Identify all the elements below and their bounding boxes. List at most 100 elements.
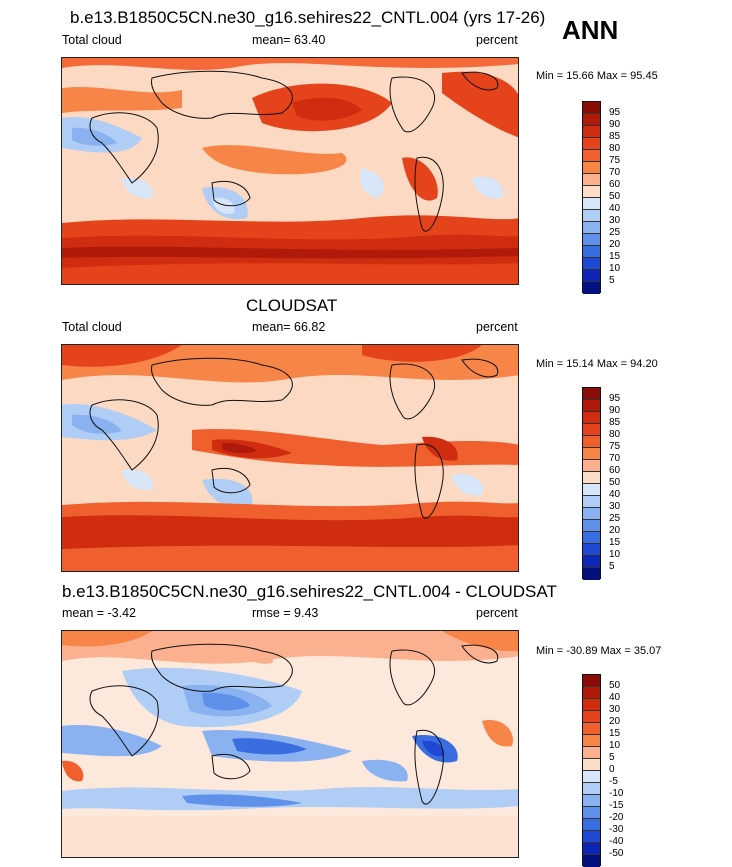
colorbar-box: [583, 795, 600, 807]
colorbar-tick-label: 20: [609, 239, 621, 250]
colorbar-tick-label: 30: [609, 501, 621, 512]
colorbar-tick-label: 50: [609, 191, 621, 202]
colorbar-tick-label: -10: [609, 788, 624, 799]
panel1-units-label: percent: [476, 33, 518, 47]
colorbar-box: [583, 246, 600, 258]
panel1-minmax: Min = 15.66 Max = 95.45: [536, 70, 658, 82]
colorbar-box: [583, 771, 600, 783]
colorbar-tick-label: 75: [609, 155, 621, 166]
season-label: ANN: [562, 15, 619, 45]
colorbar-box: [583, 855, 600, 867]
colorbar-box: [583, 138, 600, 150]
colorbar-box: [583, 831, 600, 843]
colorbar-box: [583, 126, 600, 138]
colorbar-box: [583, 807, 600, 819]
colorbar-tick-label: 95: [609, 393, 621, 404]
colorbar-box: [583, 460, 600, 472]
panel3-contour-field: [62, 631, 518, 857]
colorbar-tick-label: 60: [609, 179, 621, 190]
colorbar-tick-label: -20: [609, 812, 624, 823]
colorbar-box: [583, 436, 600, 448]
colorbar-tick-label: 25: [609, 227, 621, 238]
panel1-title: b.e13.B1850C5CN.ne30_g16.sehires22_CNTL.…: [70, 8, 546, 27]
colorbar-tick-label: 80: [609, 143, 621, 154]
colorbar-tick-label: 10: [609, 263, 621, 274]
panel2-map: [61, 344, 519, 572]
colorbar-box: [583, 448, 600, 460]
panel3-title: b.e13.B1850C5CN.ne30_g16.sehires22_CNTL.…: [62, 582, 557, 601]
colorbar-box: [583, 222, 600, 234]
colorbar-tick-label: 90: [609, 405, 621, 416]
colorbar-tick-label: -15: [609, 800, 624, 811]
colorbar-tick-label: 95: [609, 107, 621, 118]
colorbar-box: [583, 723, 600, 735]
colorbar-box: [583, 186, 600, 198]
colorbar-tick-label: 40: [609, 692, 621, 703]
colorbar-tick-label: 85: [609, 417, 621, 428]
colorbar-tick-label: 15: [609, 251, 621, 262]
colorbar-box: [583, 412, 600, 424]
panel3-mean-label: mean = -3.42: [62, 606, 137, 620]
colorbar-box: [583, 711, 600, 723]
panel3-minmax: Min = -30.89 Max = 35.07: [536, 645, 662, 657]
colorbar-box: [583, 568, 600, 580]
colorbar-box: [583, 102, 600, 114]
panel1-left-label: Total cloud: [62, 33, 122, 47]
colorbar-tick-label: 5: [609, 752, 615, 763]
panel2-left-label: Total cloud: [62, 320, 122, 334]
colorbar-box: [583, 210, 600, 222]
colorbar-tick-label: 5: [609, 561, 615, 572]
panel3-units-label: percent: [476, 606, 518, 620]
colorbar-box: [583, 687, 600, 699]
colorbar-tick-label: 10: [609, 549, 621, 560]
colorbar-box: [583, 388, 600, 400]
panel2-title: CLOUDSAT: [246, 296, 338, 315]
colorbar-box: [583, 544, 600, 556]
colorbar-box: [583, 843, 600, 855]
panel3-map: [61, 630, 519, 858]
colorbar-box: [583, 472, 600, 484]
panel1-contour-field: [62, 58, 518, 284]
colorbar-box: [583, 424, 600, 436]
colorbar-tick-label: -40: [609, 836, 624, 847]
panel2-colorbar: [582, 387, 601, 580]
colorbar-tick-label: 0: [609, 764, 615, 775]
colorbar-tick-label: -50: [609, 848, 624, 859]
panel3-colorbar: [582, 674, 601, 867]
colorbar-tick-label: 70: [609, 167, 621, 178]
panel2-contour-field: [62, 345, 518, 571]
colorbar-tick-label: 80: [609, 429, 621, 440]
colorbar-box: [583, 699, 600, 711]
panel1-mean-label: mean= 63.40: [252, 33, 326, 47]
colorbar-tick-label: -5: [609, 776, 618, 787]
panel1-colorbar: [582, 101, 601, 294]
panel1-map: [61, 57, 519, 285]
colorbar-tick-label: 20: [609, 525, 621, 536]
colorbar-box: [583, 747, 600, 759]
panel2-units-label: percent: [476, 320, 518, 334]
colorbar-box: [583, 735, 600, 747]
colorbar-box: [583, 162, 600, 174]
colorbar-tick-label: 30: [609, 215, 621, 226]
panel2-mean-label: mean= 66.82: [252, 320, 326, 334]
colorbar-box: [583, 282, 600, 294]
colorbar-tick-label: 75: [609, 441, 621, 452]
panel2-minmax: Min = 15.14 Max = 94.20: [536, 358, 658, 370]
colorbar-box: [583, 508, 600, 520]
panel3-rmse-label: rmse = 9.43: [252, 606, 319, 620]
colorbar-tick-label: 70: [609, 453, 621, 464]
colorbar-tick-label: 90: [609, 119, 621, 130]
colorbar-box: [583, 400, 600, 412]
colorbar-box: [583, 198, 600, 210]
colorbar-tick-label: 30: [609, 704, 621, 715]
colorbar-box: [583, 496, 600, 508]
colorbar-tick-label: 25: [609, 513, 621, 524]
colorbar-tick-label: 15: [609, 537, 621, 548]
colorbar-box: [583, 150, 600, 162]
colorbar-box: [583, 234, 600, 246]
colorbar-box: [583, 556, 600, 568]
colorbar-box: [583, 532, 600, 544]
colorbar-tick-label: 10: [609, 740, 621, 751]
colorbar-box: [583, 484, 600, 496]
colorbar-tick-label: 40: [609, 489, 621, 500]
